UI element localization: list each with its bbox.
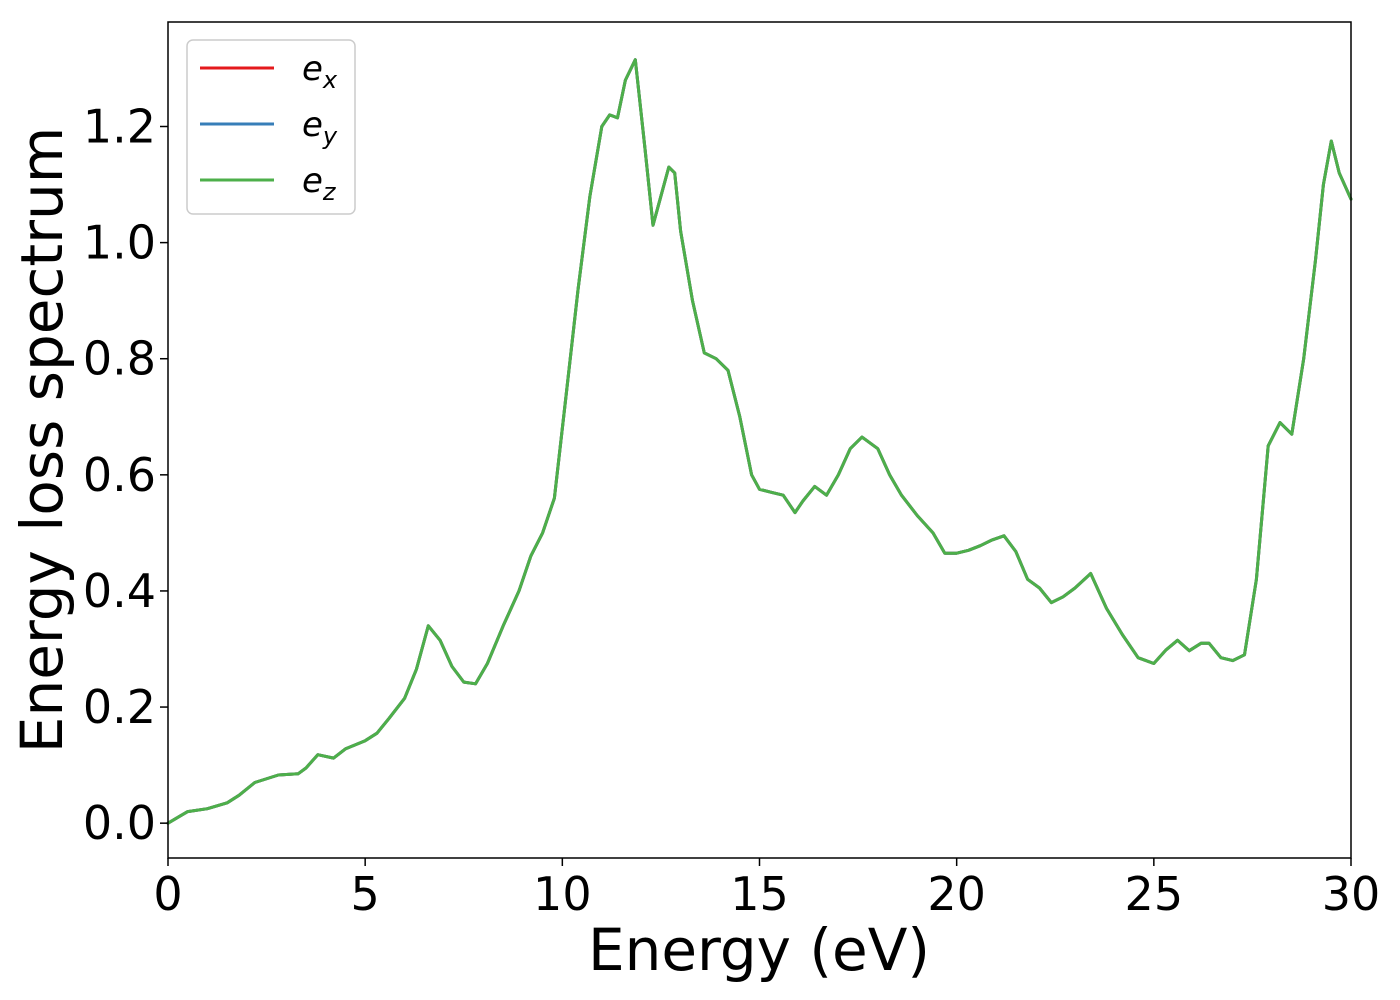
series-layer <box>166 58 1353 825</box>
y-tick-label: 0.2 <box>83 680 156 734</box>
x-axis-ticks: 0 5 10 15 20 25 30 <box>153 858 1380 921</box>
legend-label: ex <box>302 49 338 94</box>
legend-box <box>186 39 356 215</box>
y-tick-label: 0.0 <box>83 796 156 850</box>
x-tick-label: 5 <box>351 867 380 921</box>
legend-label: ey <box>302 105 338 150</box>
x-tick-label: 10 <box>533 867 592 921</box>
y-tick-label: 0.6 <box>83 448 156 502</box>
y-tick-label: 1.2 <box>83 100 156 154</box>
x-tick-label: 30 <box>1322 867 1381 921</box>
y-axis-ticks: 0.0 0.2 0.4 0.6 0.8 1.0 1.2 <box>83 100 168 850</box>
x-tick-label: 25 <box>1125 867 1184 921</box>
y-axis-title: Energy loss spectrum <box>8 127 76 753</box>
x-tick-label: 0 <box>153 867 182 921</box>
y-tick-label: 0.8 <box>83 332 156 386</box>
x-tick-label: 20 <box>927 867 986 921</box>
series-line-e-z <box>166 58 1353 825</box>
y-tick-label: 0.4 <box>83 564 156 618</box>
x-tick-label: 15 <box>730 867 789 921</box>
legend-label: ez <box>302 161 337 206</box>
legend: ex ey ez <box>186 39 356 215</box>
x-axis-title: Energy (eV) <box>588 916 930 984</box>
y-tick-label: 1.0 <box>83 216 156 270</box>
